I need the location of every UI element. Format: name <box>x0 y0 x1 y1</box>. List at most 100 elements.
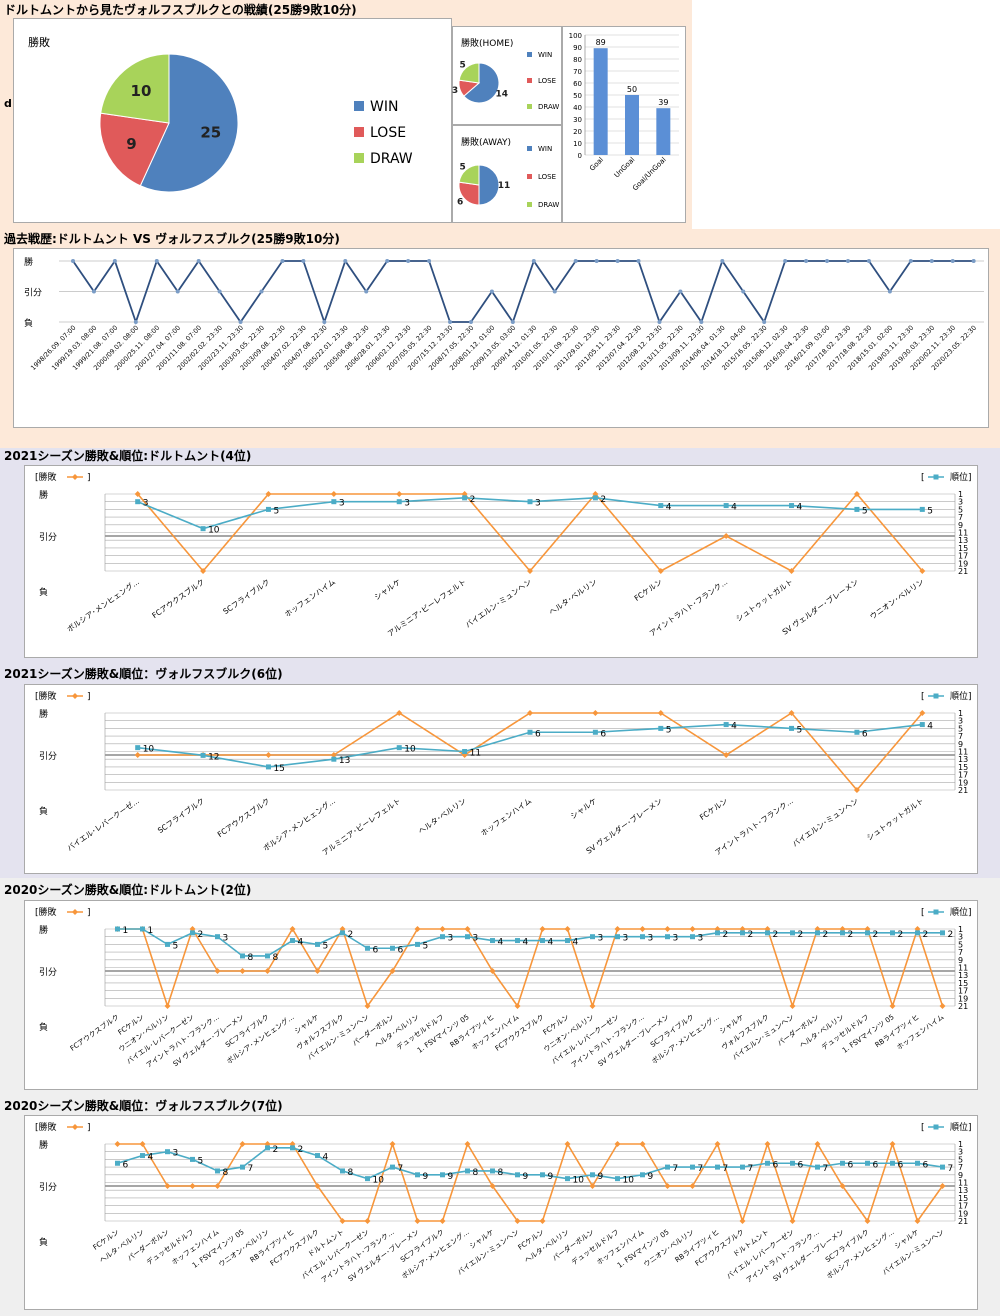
rank-point <box>658 725 664 731</box>
rank-value-label: 6 <box>373 945 379 955</box>
rank-value-label: 5 <box>273 506 279 516</box>
rank-tick-label: 11 <box>958 748 968 757</box>
result-axis-label: 勝 <box>39 924 48 936</box>
history-point <box>825 259 830 263</box>
history-point <box>489 289 494 294</box>
result-point <box>539 1218 546 1224</box>
history-point <box>343 259 348 263</box>
rank-point <box>815 1164 820 1170</box>
x-tick-label: SCフライブルク <box>221 576 272 616</box>
rank-value-label: 4 <box>666 503 672 513</box>
result-point <box>364 1003 371 1009</box>
history-point <box>154 259 159 263</box>
legend-label-draw: DRAW <box>370 151 413 167</box>
history-point <box>301 259 306 263</box>
pie-slice-draw <box>458 62 480 84</box>
rank-point <box>690 934 695 940</box>
legend-rank-open: [ <box>921 692 925 702</box>
rank-value-label: 3 <box>143 499 149 509</box>
y-tick-label: 10 <box>573 140 582 148</box>
rank-value-label: 6 <box>798 1160 804 1170</box>
result-axis-label: 引分 <box>39 751 57 762</box>
result-point <box>414 1218 421 1224</box>
result-point <box>464 926 471 932</box>
rank-value-label: 2 <box>773 930 779 940</box>
result-point <box>439 926 446 932</box>
result-point <box>264 968 271 974</box>
rank-value-label: 4 <box>323 1153 329 1163</box>
rank-tick-label: 13 <box>958 536 968 545</box>
rank-tick-label: 15 <box>958 544 968 553</box>
rank-tick-label: 1 <box>958 709 963 718</box>
y-tick-label: 100 <box>569 32 582 40</box>
result-point <box>714 1141 721 1147</box>
x-tick-label: ウニオン･ベルリン <box>868 577 925 621</box>
history-chart-panel: 勝引分負 1998/26.09. 07:00 1999/19.03. 08:00 19… <box>13 248 989 428</box>
rank-value-label: 5 <box>198 1156 204 1166</box>
rank-point <box>890 1160 895 1166</box>
pie-value-label: 6 <box>457 198 463 208</box>
result-point <box>389 968 396 974</box>
rank-point <box>265 953 270 959</box>
x-tick-label: Goal <box>588 156 605 173</box>
result-axis-label: 勝 <box>39 489 48 501</box>
history-point <box>678 289 683 294</box>
rank-tick-label: 7 <box>958 948 963 957</box>
rank-point <box>527 499 533 505</box>
rank-point <box>840 1160 845 1166</box>
bar <box>625 95 639 155</box>
rank-point <box>590 934 595 940</box>
history-point <box>866 259 871 263</box>
rank-value-label: 2 <box>348 930 354 940</box>
pie-title: 勝敗 <box>28 35 50 49</box>
rank-tick-label: 5 <box>958 1155 963 1164</box>
goal-bar-panel: 0 10 20 30 40 50 60 70 80 90 100 89 Goal 50 UnGoal 39 Go… <box>562 26 686 223</box>
rank-value-label: 8 <box>348 1168 354 1178</box>
rank-tick-label: 3 <box>958 717 963 726</box>
rank-value-label: 2 <box>748 930 754 940</box>
rank-point <box>490 938 495 944</box>
rank-point <box>565 938 570 944</box>
rank-value-label: 3 <box>673 934 679 944</box>
rank-value-label: 2 <box>948 930 954 940</box>
rank-value-label: 7 <box>723 1164 729 1174</box>
rank-value-label: 6 <box>773 1160 779 1170</box>
rank-tick-label: 3 <box>958 1148 963 1157</box>
legend-label-win: WIN <box>538 51 552 59</box>
history-point <box>406 259 411 263</box>
x-tick-label: シャルケ <box>569 796 599 821</box>
season-chart-3: [勝敗][順位] 勝引分負 1 3 5 7 9 11 13 15 17 19 21 1 1 5 2 3 8 8 4 5 2 6… <box>24 900 978 1090</box>
legend-rank-open: [ <box>921 1123 925 1133</box>
x-tick-label: ホッフェンハイム <box>479 796 533 838</box>
result-point <box>239 1141 246 1147</box>
history-point <box>175 289 180 294</box>
rank-point <box>390 945 395 951</box>
legend-rank-label: 順位] <box>950 906 972 918</box>
rank-value-label: 8 <box>248 953 254 963</box>
rank-value-label: 2 <box>848 930 854 940</box>
legend-rank-marker <box>933 474 939 480</box>
result-point <box>689 1183 696 1189</box>
pie-slice-draw <box>458 164 480 186</box>
rank-value-label: 5 <box>423 941 429 951</box>
rank-point <box>815 930 820 936</box>
pie-value-label: 25 <box>200 123 221 141</box>
history-point <box>322 320 327 324</box>
rank-point <box>331 499 337 505</box>
rank-value-label: 5 <box>323 941 329 951</box>
rank-point <box>919 722 925 728</box>
rank-tick-label: 13 <box>958 755 968 764</box>
rank-value-label: 6 <box>923 1160 929 1170</box>
rank-point <box>915 1160 920 1166</box>
rank-tick-label: 13 <box>958 971 968 980</box>
rank-point <box>396 499 402 505</box>
result-point <box>919 568 926 574</box>
rank-tick-label: 3 <box>958 498 963 507</box>
pie-title: 勝敗(AWAY) <box>461 136 511 148</box>
y-tick-label: 50 <box>573 92 582 100</box>
rank-point <box>396 745 402 751</box>
rank-point <box>740 930 745 936</box>
rank-tick-label: 19 <box>958 1209 968 1218</box>
rank-tick-label: 5 <box>958 505 963 514</box>
legend-label-win: WIN <box>370 99 398 115</box>
